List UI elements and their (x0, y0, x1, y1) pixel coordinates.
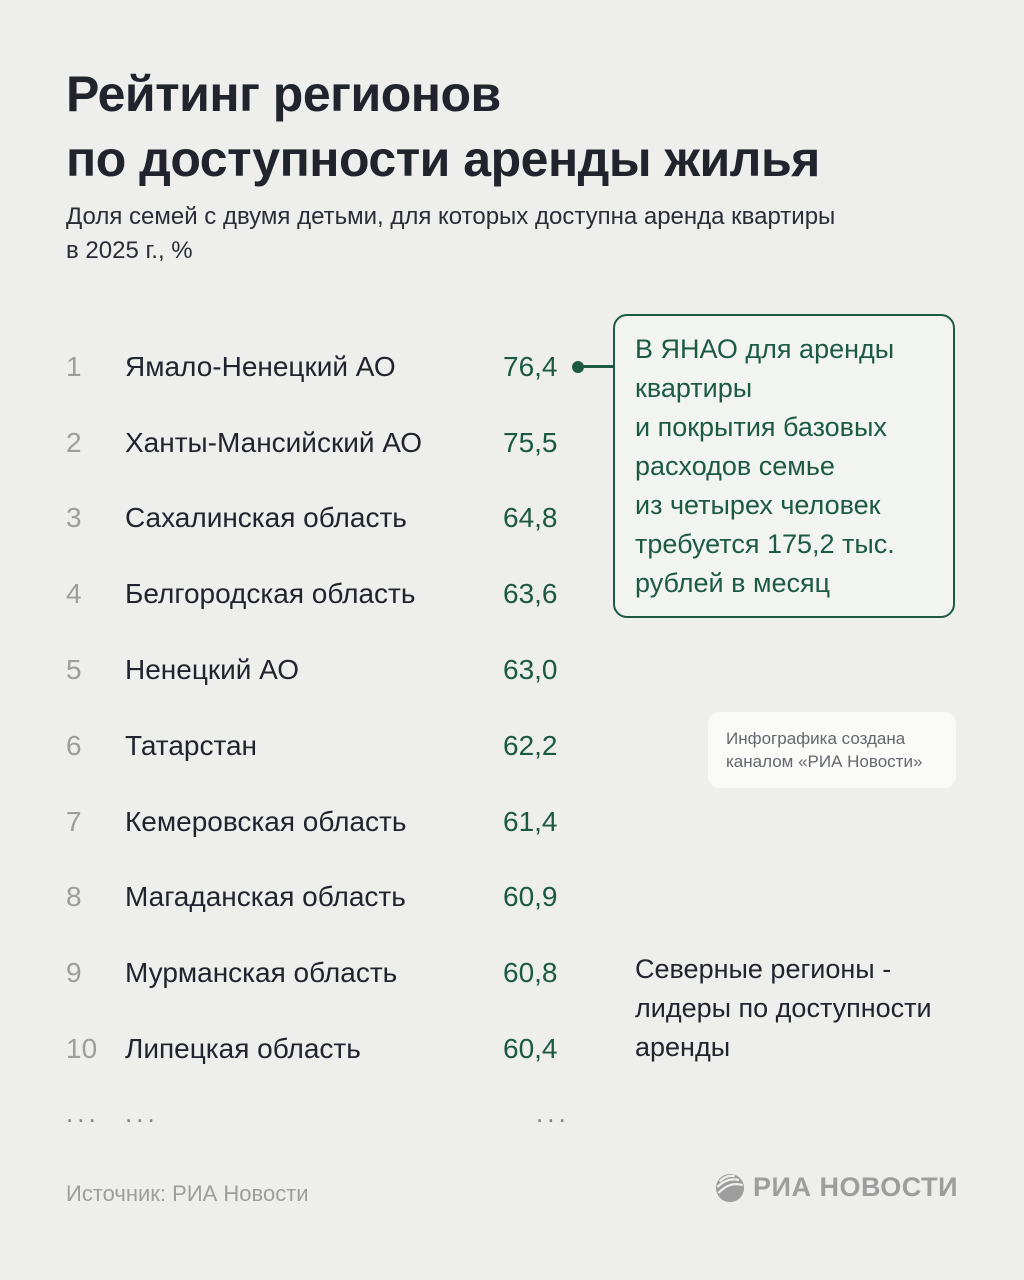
region-ellipsis: ... (125, 1098, 159, 1129)
table-row: 8 Магаданская область 60,9 (66, 860, 686, 936)
region-name: Липецкая область (125, 1033, 361, 1065)
rank-ellipsis: ... (66, 1098, 100, 1129)
region-value: 76,4 (503, 350, 558, 382)
ria-globe-icon (715, 1173, 745, 1203)
page-title: Рейтинг регионов по доступности аренды ж… (66, 66, 820, 187)
table-row: 1 Ямало-Ненецкий АО 76,4 (66, 329, 686, 405)
region-value: 60,9 (503, 881, 558, 913)
region-name: Магаданская область (125, 881, 406, 913)
yanao-callout-box: В ЯНАО для аренды квартиры и покрытия ба… (613, 314, 955, 618)
region-name: Ненецкий АО (125, 654, 300, 686)
region-name: Сахалинская область (125, 502, 407, 534)
callout-leader-dot (572, 361, 584, 373)
rank-number: 8 (66, 881, 82, 913)
rank-number: 1 (66, 350, 82, 382)
table-row: 6 Татарстан 62,2 (66, 708, 686, 784)
source-text: Источник: РИА Новости (66, 1181, 309, 1206)
rank-number: 4 (66, 578, 82, 610)
region-name: Кемеровская область (125, 805, 407, 837)
ria-logo-text: РИА НОВОСТИ (753, 1172, 958, 1202)
region-value: 62,2 (503, 729, 558, 761)
value-ellipsis: ... (536, 1098, 570, 1129)
region-value: 60,4 (503, 1033, 558, 1065)
region-ranking-list: 1 Ямало-Ненецкий АО 76,4 2 Ханты-Мансийс… (66, 329, 686, 1141)
table-row: 9 Мурманская область 60,8 (66, 935, 686, 1011)
infographic-credit-chip: Инфографика создана каналом «РИА Новости… (708, 712, 956, 788)
rank-number: 2 (66, 426, 82, 458)
table-row: 10 Липецкая область 60,4 (66, 1011, 686, 1087)
northern-regions-annotation: Северные регионы - лидеры по доступности… (635, 954, 932, 1062)
table-row: 7 Кемеровская область 61,4 (66, 784, 686, 860)
region-name: Мурманская область (125, 957, 398, 989)
ria-novosti-logo: РИА НОВОСТИ (715, 1172, 958, 1203)
rank-number: 3 (66, 502, 82, 534)
rank-number: 5 (66, 654, 82, 686)
page-subtitle: Доля семей с двумя детьми, для которых д… (66, 203, 836, 264)
callout-leader-line (580, 365, 614, 368)
region-name: Ямало-Ненецкий АО (125, 350, 396, 382)
region-value: 63,6 (503, 578, 558, 610)
region-name: Ханты-Мансийский АО (125, 426, 423, 458)
table-row: 2 Ханты-Мансийский АО 75,5 (66, 405, 686, 481)
region-value: 61,4 (503, 805, 558, 837)
rank-number: 10 (66, 1033, 98, 1065)
region-value: 64,8 (503, 502, 558, 534)
region-value: 63,0 (503, 654, 558, 686)
table-row: 4 Белгородская область 63,6 (66, 556, 686, 632)
region-name: Белгородская область (125, 578, 416, 610)
table-row: 3 Сахалинская область 64,8 (66, 481, 686, 557)
rank-number: 7 (66, 805, 82, 837)
rank-number: 9 (66, 957, 82, 989)
table-row: 5 Ненецкий АО 63,0 (66, 632, 686, 708)
table-row-ellipsis: ... ... ... (66, 1087, 686, 1141)
region-value: 75,5 (503, 426, 558, 458)
rank-number: 6 (66, 729, 82, 761)
region-name: Татарстан (125, 729, 258, 761)
region-value: 60,8 (503, 957, 558, 989)
